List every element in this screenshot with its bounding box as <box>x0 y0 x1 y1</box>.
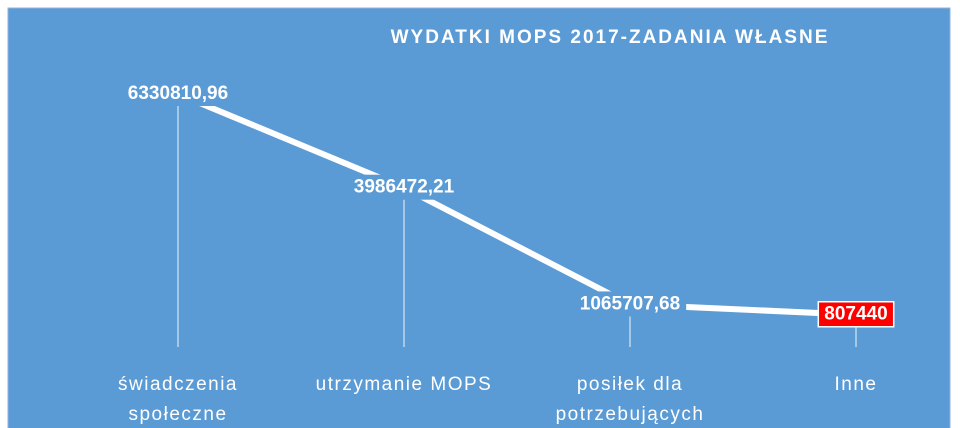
chart-title: WYDATKI MOPS 2017-ZADANIA WŁASNE <box>391 27 830 48</box>
data-label-box <box>817 300 895 328</box>
line <box>176 91 857 318</box>
x-tick-label: świadczenia społeczne <box>118 374 238 425</box>
data-label: 3986472,21 <box>354 177 455 198</box>
data-label-box <box>573 291 687 317</box>
x-tick-label: posiłek dla potrzebujących <box>555 374 705 425</box>
data-label-box <box>121 81 235 107</box>
data-label: 6330810,96 <box>128 83 228 104</box>
data-label-box <box>347 174 461 200</box>
x-tick-label: utrzymanie MOPS <box>315 374 493 395</box>
x-tick-label: Inne <box>834 374 878 395</box>
data-label: 807440 <box>824 304 887 325</box>
data-label: 1065707,68 <box>580 293 680 314</box>
plot-background <box>7 7 951 428</box>
